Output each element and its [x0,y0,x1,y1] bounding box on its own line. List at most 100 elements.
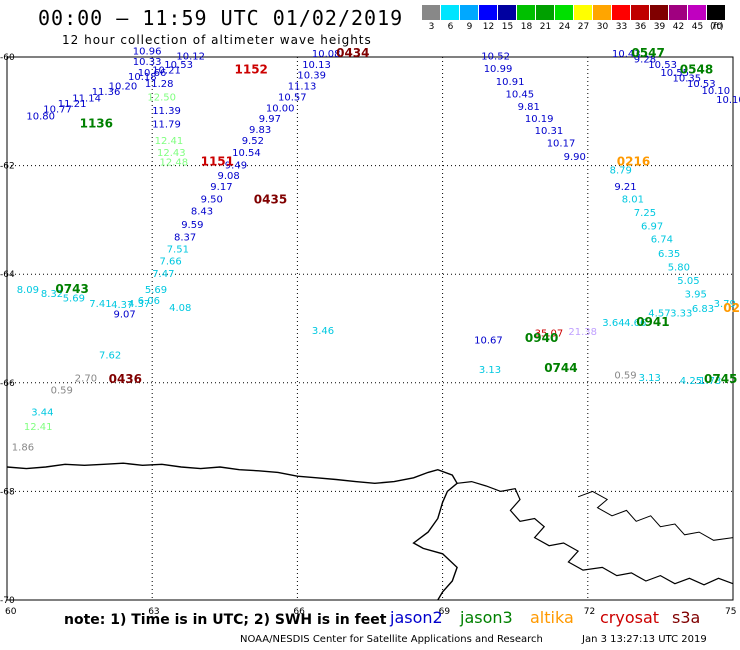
wave-height-label: 3.46 [312,326,334,337]
wave-height-label: 9.17 [210,182,232,193]
colorbar-swatch [460,5,479,20]
pass-time-label: 0216 [617,155,650,169]
colorbar-swatch [593,5,612,20]
wave-height-label: 10.31 [535,126,564,137]
colorbar-swatch [517,5,536,20]
pass-time-label: 0435 [254,193,287,207]
pass-time-label: 0436 [109,372,142,386]
colorbar-swatch [650,5,669,20]
wave-height-label: 10.53 [164,60,193,71]
wave-height-label: 9.52 [242,136,264,147]
x-tick-label: 66 [293,607,305,617]
wave-height-label: 9.59 [181,220,203,231]
wave-height-label: 10.57 [278,92,307,103]
wave-height-label: 1.73 [699,376,721,387]
y-tick-label: -60 [0,53,15,63]
wave-height-label: 7.25 [634,208,656,219]
y-tick-label: -70 [0,596,15,606]
wave-height-label: 6.06 [138,296,160,307]
colorbar-tick: 21 [539,22,552,32]
wave-height-label: 10.33 [133,57,162,68]
coastline [6,462,459,601]
wave-height-label: 10.21 [152,65,181,76]
credit-line: NOAA/NESDIS Center for Satellite Applica… [240,634,543,645]
wave-height-label: 10.66 [138,68,167,79]
wave-height-label: 9.21 [614,182,636,193]
colorbar-swatch [612,5,631,20]
x-tick-label: 63 [148,607,159,617]
pass-time-label: 0434 [336,46,369,60]
pass-time-label: 0940 [525,331,558,345]
wave-height-label: 10.08 [312,49,341,60]
wave-height-label: 10.13 [302,60,331,71]
pass-time-label: 1136 [80,117,113,131]
wave-height-label: 10.35 [673,73,702,84]
pass-time-label: 0743 [55,282,88,296]
wave-height-label: 11.13 [288,82,317,93]
colorbar-tick: 9 [466,22,473,32]
pass-time-label: 0547 [631,46,664,60]
pass-time-label: 1151 [201,155,234,169]
wave-height-label: 8.09 [17,285,39,296]
pass-time-label: 0745 [704,372,737,386]
pass-time-label: 02 [723,301,740,315]
wave-height-label: 7.41 [89,299,111,310]
wave-height-label: 7.62 [99,350,121,361]
colorbar-tick: 42 [672,22,685,32]
wave-height-label: 10.00 [266,103,295,114]
map-title: 00:00 – 11:59 UTC 01/02/2019 [38,6,404,30]
wave-height-label: 4.37 [128,299,150,310]
colorbar-swatch [555,5,574,20]
wave-height-label: 8.79 [610,166,632,177]
wave-height-label: 6.35 [658,249,680,260]
wave-height-label: 2.70 [75,374,97,385]
x-tick-label: 69 [439,607,451,617]
generation-timestamp: Jan 3 13:27:13 UTC 2019 [582,634,707,645]
wave-height-label: 10.99 [484,64,513,75]
wave-height-label: 10.96 [133,46,162,57]
satellite-legend-jason2: jason2 [390,608,443,627]
colorbar-tick: 70 [710,22,723,32]
pass-time-label: 0744 [544,361,577,375]
colorbar-swatch [707,5,726,20]
wave-height-label: 10.77 [43,104,72,115]
wave-height-label: 7.66 [160,256,182,267]
wave-height-label: 10.53 [687,79,716,90]
wave-height-label: 9.07 [114,310,136,321]
ice-shelf-edge [457,480,734,586]
wave-height-label: 0.59 [51,386,73,397]
wave-height-label: 3.13 [479,365,501,376]
colorbar-swatch [688,5,707,20]
colorbar-swatch [574,5,593,20]
colorbar-tick: 27 [577,22,590,32]
wave-height-label: 9.90 [564,152,586,163]
wave-height-label: 8.37 [174,233,196,244]
wave-height-label: 9.83 [249,125,271,136]
wave-height-label: 10.67 [474,336,503,347]
wave-height-label: 11.21 [58,99,87,110]
x-tick-label: 75 [725,607,736,617]
wave-height-label: 9.08 [218,171,240,182]
wave-height-label: 7.47 [152,269,174,280]
wave-height-label: 6.74 [651,235,673,246]
wave-height-label: 10.17 [547,139,576,150]
satellite-legend-s3a: s3a [672,608,701,627]
wave-height-label: 10.91 [496,77,525,88]
colorbar-tick: 36 [634,22,647,32]
wave-height-label: 10.20 [109,82,138,93]
wave-height-label: 0.59 [614,371,636,382]
wave-height-label: 11.39 [152,106,181,117]
wave-height-label: 3.33 [670,309,692,320]
wave-height-label: 9.97 [259,114,281,125]
wave-height-label: 12.43 [157,148,186,159]
colorbar-swatch [498,5,517,20]
colorbar-tick: 24 [558,22,571,32]
colorbar-swatch [631,5,650,20]
y-tick-label: -66 [0,379,15,389]
wave-height-label: 3.64 [602,318,624,329]
wave-height-label: 8.43 [191,207,213,218]
wave-height-label: 12.41 [24,422,53,433]
wave-height-label: 11.28 [145,79,174,90]
x-tick-label: 60 [5,607,17,617]
